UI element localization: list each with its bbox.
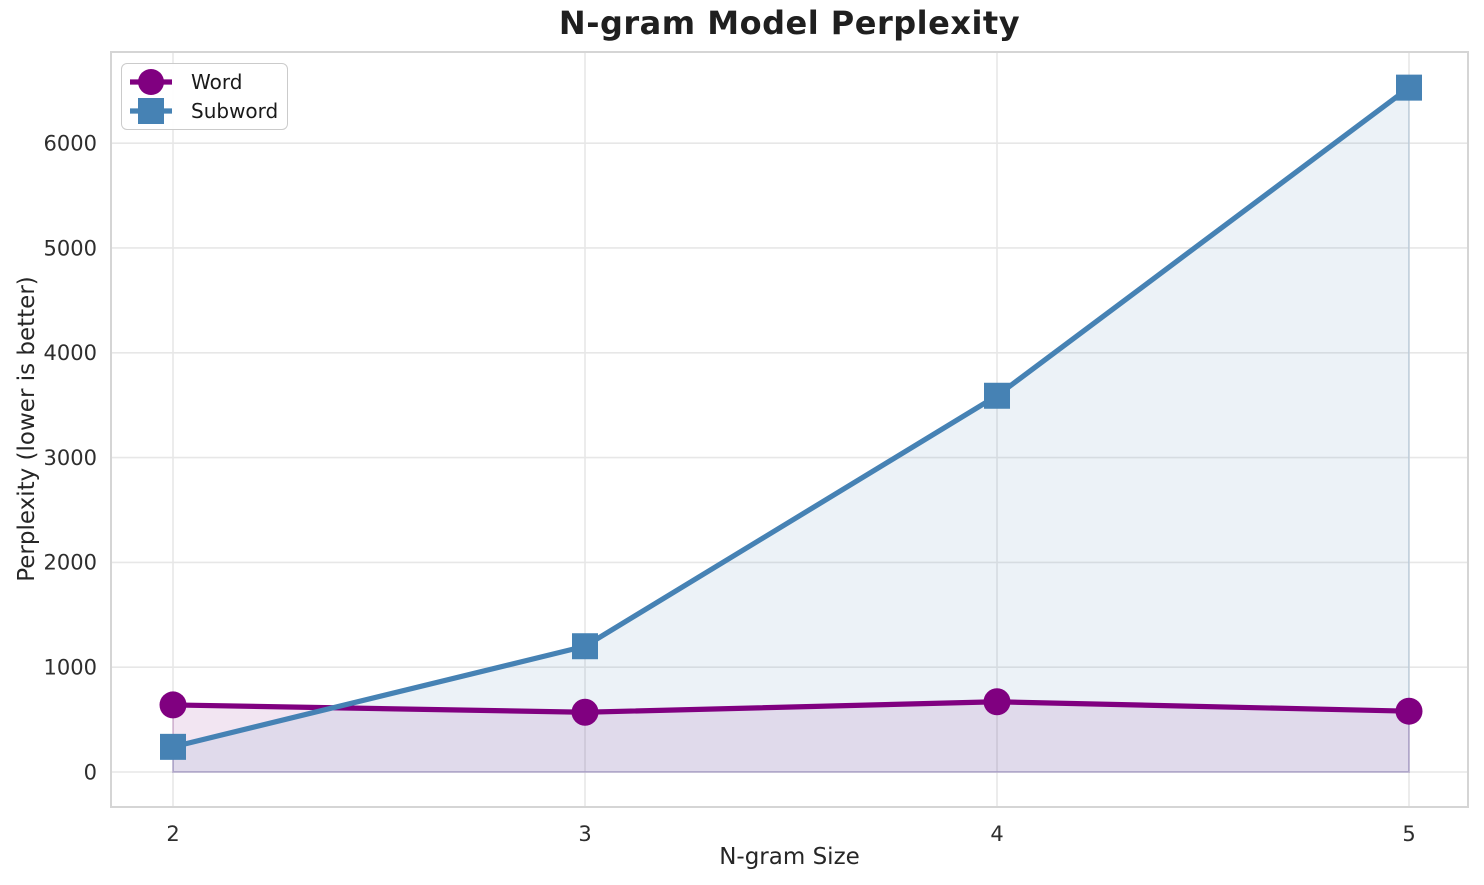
y-tick-label: 2000 <box>44 551 97 575</box>
x-tick-label: 5 <box>1402 822 1415 846</box>
legend-label-word: Word <box>191 70 243 95</box>
y-tick-label: 3000 <box>44 446 97 470</box>
x-tick-label: 3 <box>578 822 591 846</box>
chart-title: N-gram Model Perplexity <box>558 4 1021 42</box>
data-point-word <box>983 688 1011 716</box>
data-point-word <box>159 691 187 719</box>
x-tick-label: 2 <box>166 822 179 846</box>
y-tick-label: 5000 <box>44 236 97 260</box>
subword-series-marker-icon <box>130 97 172 124</box>
plot-border <box>110 51 1469 808</box>
y-tick-label: 6000 <box>44 132 97 156</box>
x-tick-label: 4 <box>990 822 1003 846</box>
y-tick-label: 4000 <box>44 341 97 365</box>
data-point-word <box>1395 697 1423 725</box>
data-point-subword <box>572 633 599 660</box>
data-point-word <box>571 698 599 726</box>
y-tick-label: 1000 <box>44 656 97 680</box>
series-line-word <box>172 699 1410 715</box>
legend-item-word: Word <box>128 68 279 96</box>
area-fill-subword <box>172 85 1411 773</box>
legend-label-subword: Subword <box>191 98 279 123</box>
word-series-marker-icon <box>130 69 172 96</box>
x-axis-label: N-gram Size <box>719 844 860 870</box>
legend: Word Subword <box>121 63 288 130</box>
data-point-subword <box>984 382 1011 409</box>
legend-item-subword: Subword <box>128 97 279 125</box>
y-tick-label: 0 <box>84 760 97 784</box>
series-line-subword <box>172 85 1411 750</box>
y-axis-label: Perplexity (lower is better) <box>14 276 40 582</box>
data-point-subword <box>1396 74 1423 101</box>
data-point-subword <box>160 733 187 760</box>
